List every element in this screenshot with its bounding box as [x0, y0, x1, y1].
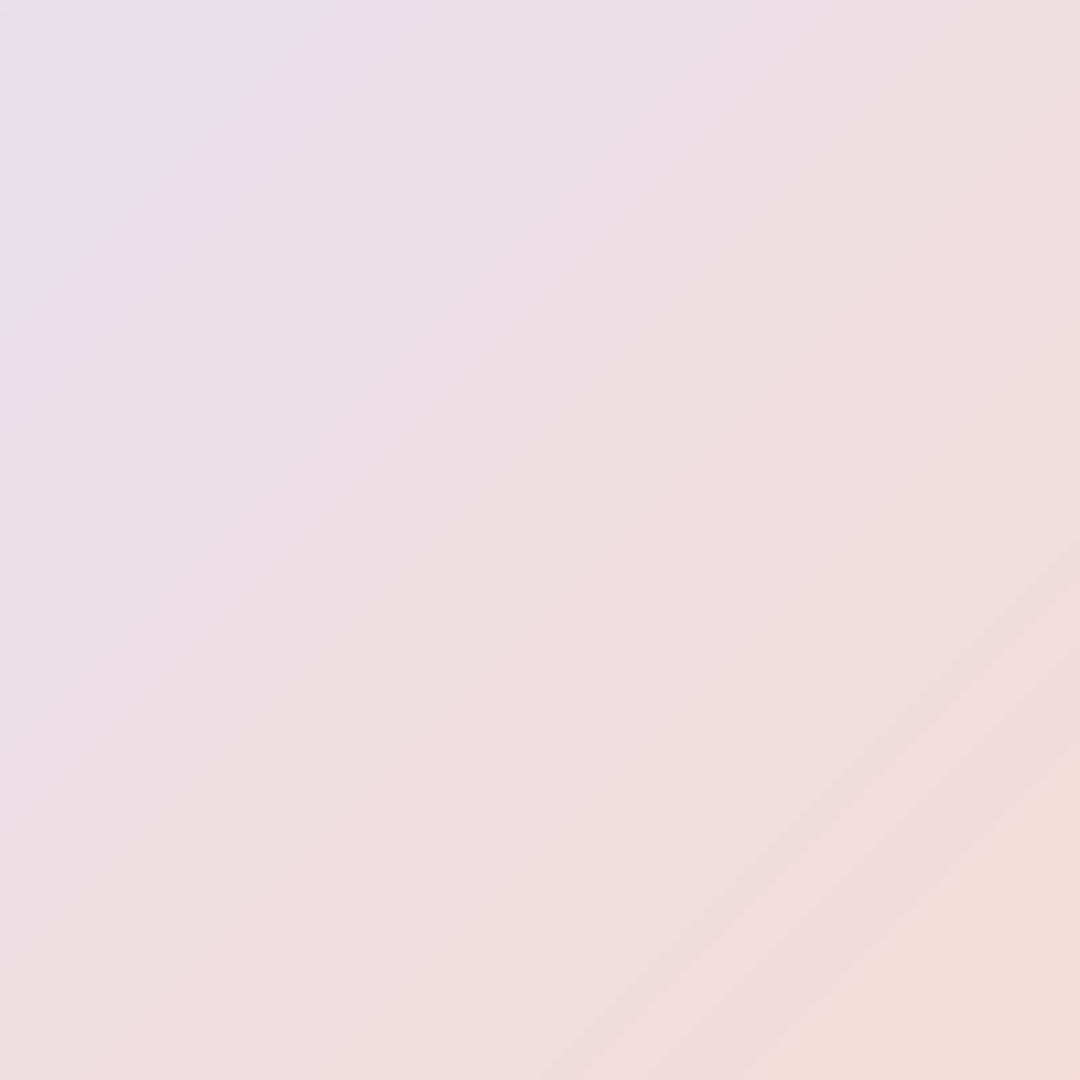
Wedge shape [130, 162, 950, 983]
Wedge shape [540, 162, 900, 572]
FancyBboxPatch shape [659, 1004, 729, 1075]
Text: bookinglayer: bookinglayer [740, 1028, 923, 1052]
Text: Airbnb’s Share: Airbnb’s Share [680, 337, 1080, 419]
Text: $94 billion: $94 billion [292, 579, 745, 652]
Text: Vacation Rental Market: Vacation Rental Market [60, 62, 1020, 133]
Text: 🏃: 🏃 [688, 1030, 699, 1050]
